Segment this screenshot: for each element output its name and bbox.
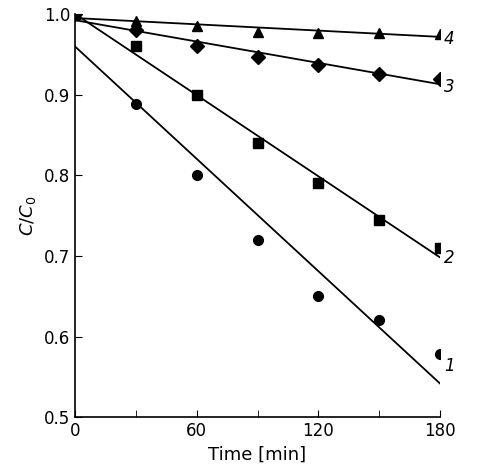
Text: 3: 3 xyxy=(444,78,454,96)
X-axis label: Time [min]: Time [min] xyxy=(208,446,306,464)
Text: 1: 1 xyxy=(444,357,454,375)
Text: 2: 2 xyxy=(444,248,454,266)
Text: 4: 4 xyxy=(444,30,454,48)
Y-axis label: $C/C_0$: $C/C_0$ xyxy=(18,195,38,236)
